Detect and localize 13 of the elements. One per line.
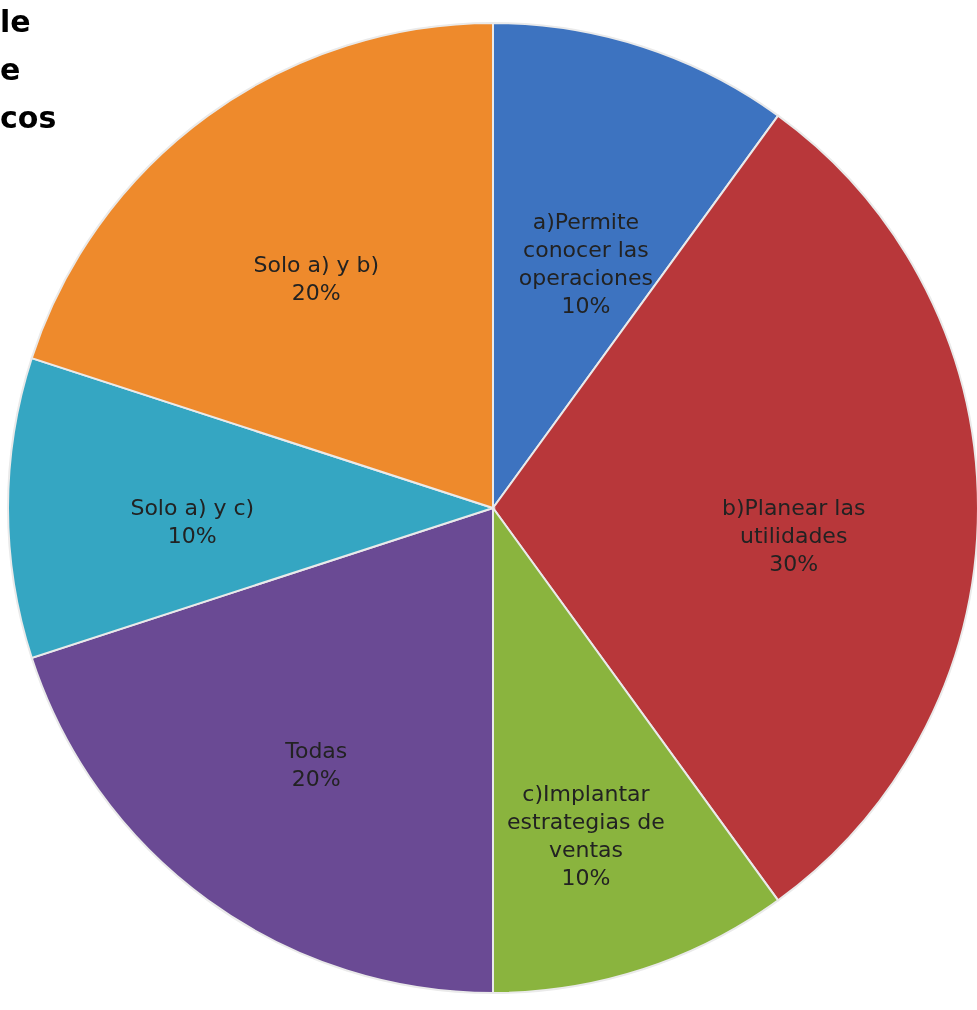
slice-label: a)Permite conocer las operaciones (518, 209, 653, 291)
data-label: 30% (769, 551, 819, 576)
slice-label: c)Implantar estrategias de ventas (507, 780, 665, 862)
data-label: 20% (291, 766, 341, 792)
slice-label: Todas (284, 738, 348, 764)
data-label: 10% (561, 864, 611, 890)
text: le e cos (0, 4, 57, 135)
data-label: 20% (291, 279, 341, 305)
data-label: 10% (561, 293, 611, 319)
slice-label: Solo a) y b) (253, 251, 380, 277)
slice-label: Solo a) y c) (130, 495, 255, 520)
data-label: 10% (167, 523, 217, 548)
slice-label: b)Planear las utilidades (721, 495, 866, 548)
